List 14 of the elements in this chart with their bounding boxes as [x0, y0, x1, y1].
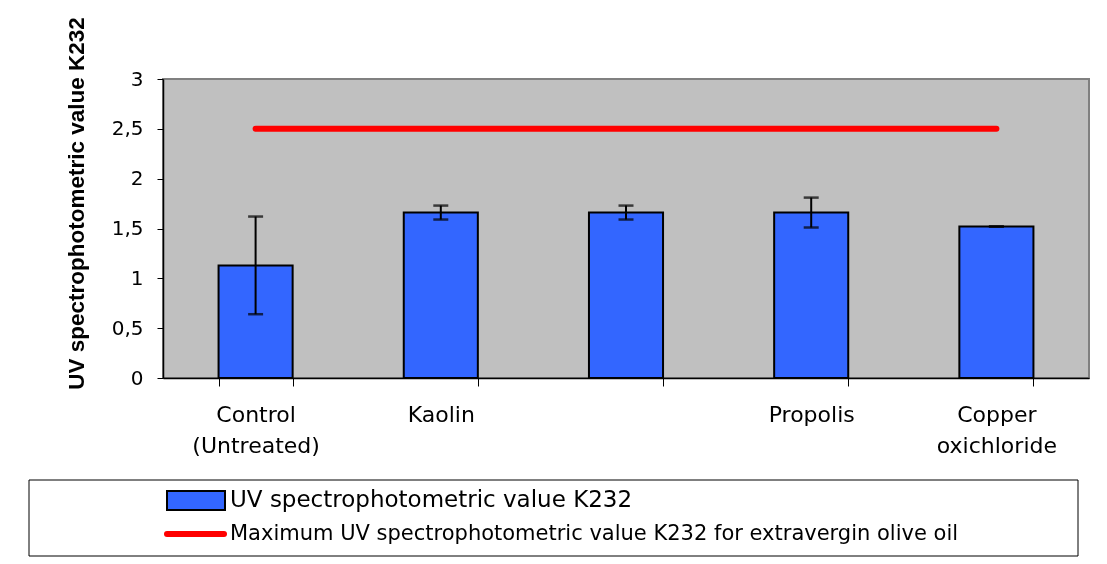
x-tick-label: Control (Untreated) [192, 401, 320, 458]
y-tick-label: 1,5 [111, 216, 144, 240]
x-tick-label: Propolis [768, 401, 855, 427]
x-tick-label: Copper oxichloride [936, 401, 1057, 458]
y-tick-label: 1 [130, 265, 144, 290]
y-tick-label: 0 [130, 365, 144, 390]
y-tick-label: 3 [130, 66, 144, 91]
y-tick-label: 0,5 [111, 315, 144, 340]
y-axis-title: UV spectrophotometric value K232 [63, 17, 89, 390]
y-tick-label: 2 [130, 166, 144, 191]
x-tick-label: Kaolin [407, 401, 475, 427]
y-tick-label: 2,5 [111, 116, 144, 141]
legend-label: Maximum UV spectrophotometric value K232 for extravergin olive oil [230, 521, 959, 545]
legend-label: UV spectrophotometric value K232 [230, 486, 633, 512]
